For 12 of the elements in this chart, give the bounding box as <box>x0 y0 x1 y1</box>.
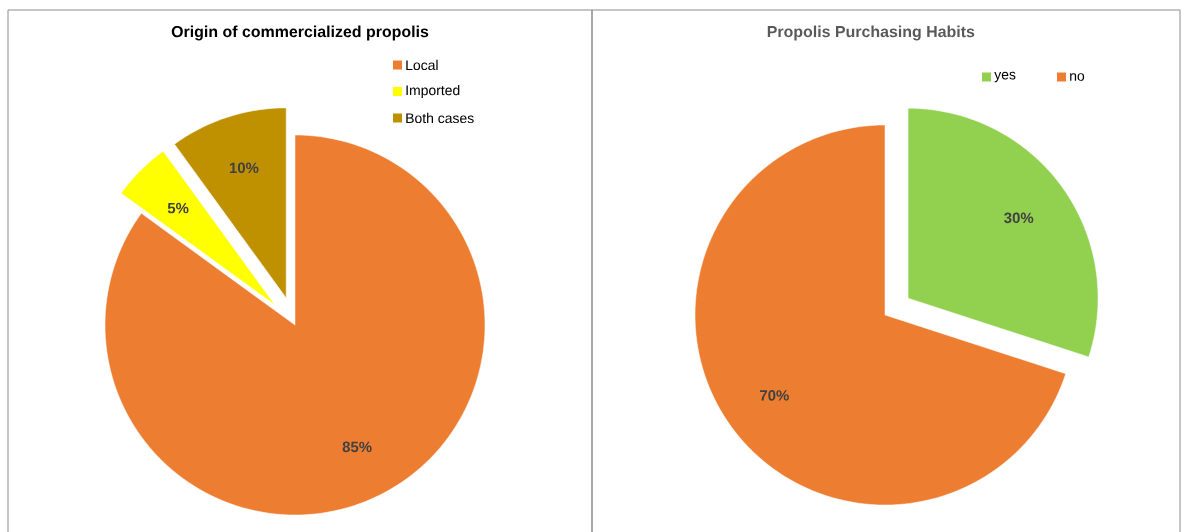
chart-title: Propolis Purchasing Habits <box>767 25 975 41</box>
legend-label: yes <box>994 71 1016 83</box>
legend-label: Local <box>406 59 438 71</box>
data-label: 30% <box>1004 212 1034 224</box>
legend-label: Imported <box>406 85 460 98</box>
data-label: 5% <box>167 202 189 214</box>
data-label: 70% <box>760 390 789 401</box>
data-label: 10% <box>229 162 259 174</box>
data-label: 85% <box>342 441 372 453</box>
chart-title: Origin of commercialized propolis <box>171 25 429 41</box>
legend-label: no <box>1070 73 1085 81</box>
legend-label: Both cases <box>406 112 474 124</box>
